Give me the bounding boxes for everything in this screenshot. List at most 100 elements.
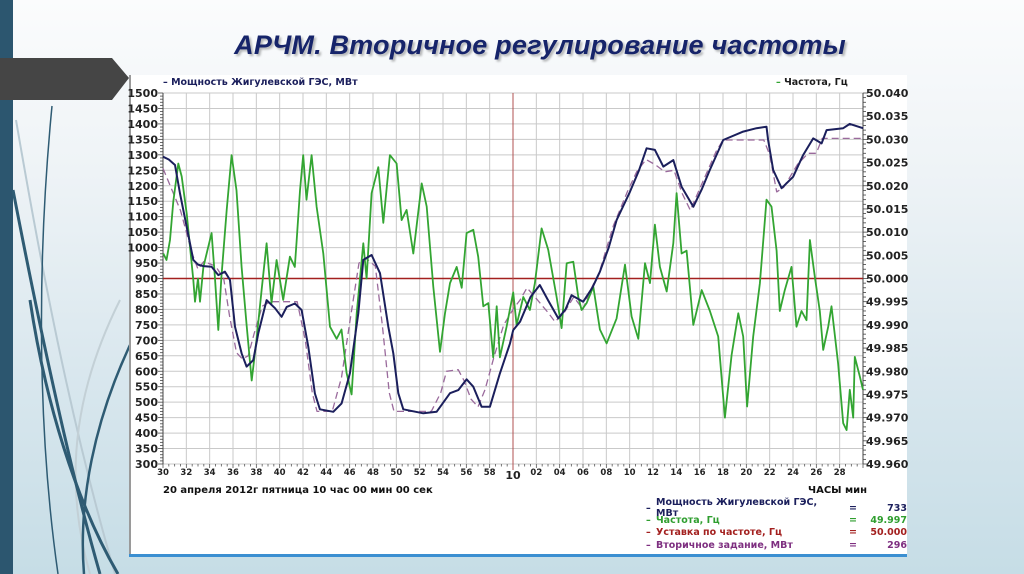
- right-axis-tick-label: 49.965: [866, 435, 908, 448]
- right-axis-series-label: – Частота, Гц: [776, 77, 848, 88]
- left-axis-tick-label: 850: [135, 288, 158, 301]
- left-axis-tick-label: 450: [135, 412, 158, 425]
- legend-value: 49.997: [870, 514, 907, 526]
- right-axis-tick-label: 50.010: [866, 226, 909, 239]
- legend-value: 733: [887, 502, 907, 514]
- right-axis-tick-label: 50.035: [866, 110, 908, 123]
- left-axis-tick-label: 1300: [127, 149, 158, 162]
- legend-dash-icon: –: [646, 527, 651, 539]
- series-line: [162, 122, 864, 415]
- x-axis-tick-label: 40: [274, 468, 286, 478]
- x-axis-tick-label: 32: [180, 468, 192, 478]
- chart-panel-bottom-border: [129, 554, 907, 557]
- decor-curve: [74, 299, 121, 574]
- right-axis-tick-label: 50.040: [866, 87, 909, 100]
- legend-equals: =: [849, 502, 857, 514]
- legend-row-frequency-setpoint: – Уставка по частоте, Гц = 50.000: [646, 527, 908, 539]
- left-axis-tick-label: 950: [135, 257, 158, 270]
- left-axis-tick-label: 750: [135, 319, 158, 332]
- right-axis-tick-label: 49.960: [866, 458, 909, 471]
- series-dash-icon: –: [163, 77, 168, 88]
- decor-curve: [28, 299, 120, 574]
- chart-datetime: 20 апреля 2012г пятница 10 час 00 мин 00…: [163, 485, 433, 496]
- x-axis-hour-label: 10: [505, 469, 521, 482]
- left-axis-tick-label: 600: [135, 365, 158, 378]
- legend-equals: =: [849, 514, 857, 526]
- left-axis-series-label: – Мощность Жигулевской ГЭС, МВт: [163, 77, 358, 88]
- left-accent-band: [0, 0, 13, 574]
- legend-dash-icon: –: [646, 502, 651, 514]
- legend-value: 296: [887, 539, 907, 551]
- left-axis-series-text: Мощность Жигулевской ГЭС, МВт: [171, 77, 358, 88]
- x-axis-tick-label: 54: [437, 468, 449, 478]
- legend-row-power: – Мощность Жигулевской ГЭС, МВт = 733: [646, 497, 908, 519]
- left-axis-tick-label: 1400: [127, 118, 158, 131]
- series-line: [162, 137, 863, 413]
- left-axis-tick-label: 350: [135, 443, 158, 456]
- right-axis-tick-label: 49.985: [866, 342, 908, 355]
- x-axis-tick-label: 58: [484, 468, 496, 478]
- right-axis-tick-label: 49.975: [866, 388, 908, 401]
- left-axis-tick-label: 1250: [127, 164, 158, 177]
- left-axis-tick-label: 700: [135, 334, 158, 347]
- legend-value: 50.000: [870, 527, 907, 539]
- right-axis-tick-label: 50.005: [866, 249, 908, 262]
- legend-row-frequency: – Частота, Гц = 49.997: [646, 514, 908, 526]
- legend-label: Уставка по частоте, Гц: [656, 527, 783, 539]
- cursor-legend: – Мощность Жигулевской ГЭС, МВт = 733 – …: [646, 497, 908, 551]
- x-axis-tick-label: 28: [834, 468, 846, 478]
- legend-dash-icon: –: [646, 514, 651, 526]
- x-axis-tick-label: 44: [320, 468, 332, 478]
- left-axis-tick-label: 550: [135, 381, 158, 394]
- x-axis-tick-label: 30: [157, 468, 169, 478]
- left-axis-tick-label: 900: [135, 273, 158, 286]
- right-axis-tick-label: 50.020: [866, 180, 909, 193]
- x-axis-tick-label: 20: [740, 468, 752, 478]
- left-axis-tick-label: 1500: [127, 87, 158, 100]
- legend-label: Частота, Гц: [656, 514, 720, 526]
- right-axis-tick-label: 50.030: [866, 133, 909, 146]
- left-axis-tick-label: 400: [135, 427, 158, 440]
- x-axis-tick-label: 16: [694, 468, 706, 478]
- left-axis-tick-label: 1350: [127, 133, 158, 146]
- decor-curve: [11, 189, 102, 574]
- legend-equals: =: [849, 539, 857, 551]
- left-axis-tick-label: 1150: [127, 195, 158, 208]
- x-axis-tick-label: 24: [787, 468, 799, 478]
- right-axis-tick-label: 50.015: [866, 203, 908, 216]
- x-axis-tick-label: 06: [577, 468, 589, 478]
- x-axis-tick-label: 56: [460, 468, 472, 478]
- legend-equals: =: [849, 527, 857, 539]
- x-axis-tick-label: 48: [367, 468, 379, 478]
- left-axis-tick-label: 1000: [127, 242, 158, 255]
- right-axis-tick-label: 50.025: [866, 157, 908, 170]
- slide-title: АРЧМ. Вторичное регулирование частоты: [234, 30, 846, 60]
- x-axis-tick-label: 04: [554, 468, 566, 478]
- left-axis-tick-label: 1200: [127, 180, 158, 193]
- right-axis-tick-label: 49.980: [866, 365, 909, 378]
- x-axis-tick-label: 08: [600, 468, 612, 478]
- legend-label: Вторичное задание, МВт: [656, 539, 793, 551]
- right-axis-tick-label: 49.970: [866, 412, 909, 425]
- left-axis-tick-label: 1450: [127, 102, 158, 115]
- x-axis-tick-label: 18: [717, 468, 729, 478]
- decor-curve: [15, 119, 116, 574]
- left-axis-tick-label: 800: [135, 303, 158, 316]
- left-axis-tick-label: 500: [135, 396, 158, 409]
- x-axis-tick-label: 14: [670, 468, 682, 478]
- x-axis-tick-label: 52: [414, 468, 426, 478]
- x-axis-tick-label: 50: [390, 468, 402, 478]
- left-axis-tick-label: 300: [135, 458, 158, 471]
- legend-label: Мощность Жигулевской ГЭС, МВт: [656, 497, 818, 520]
- x-axis-tick-label: 26: [810, 468, 822, 478]
- x-axis-tick-label: 36: [227, 468, 239, 478]
- legend-row-secondary-task: – Вторичное задание, МВт = 296: [646, 539, 908, 551]
- right-axis-tick-label: 49.995: [866, 296, 908, 309]
- left-axis-tick-label: 1100: [127, 211, 158, 224]
- series-line: [162, 154, 864, 432]
- x-axis-tick-label: 42: [297, 468, 309, 478]
- x-axis-tick-label: 12: [647, 468, 659, 478]
- legend-dash-icon: –: [646, 539, 651, 551]
